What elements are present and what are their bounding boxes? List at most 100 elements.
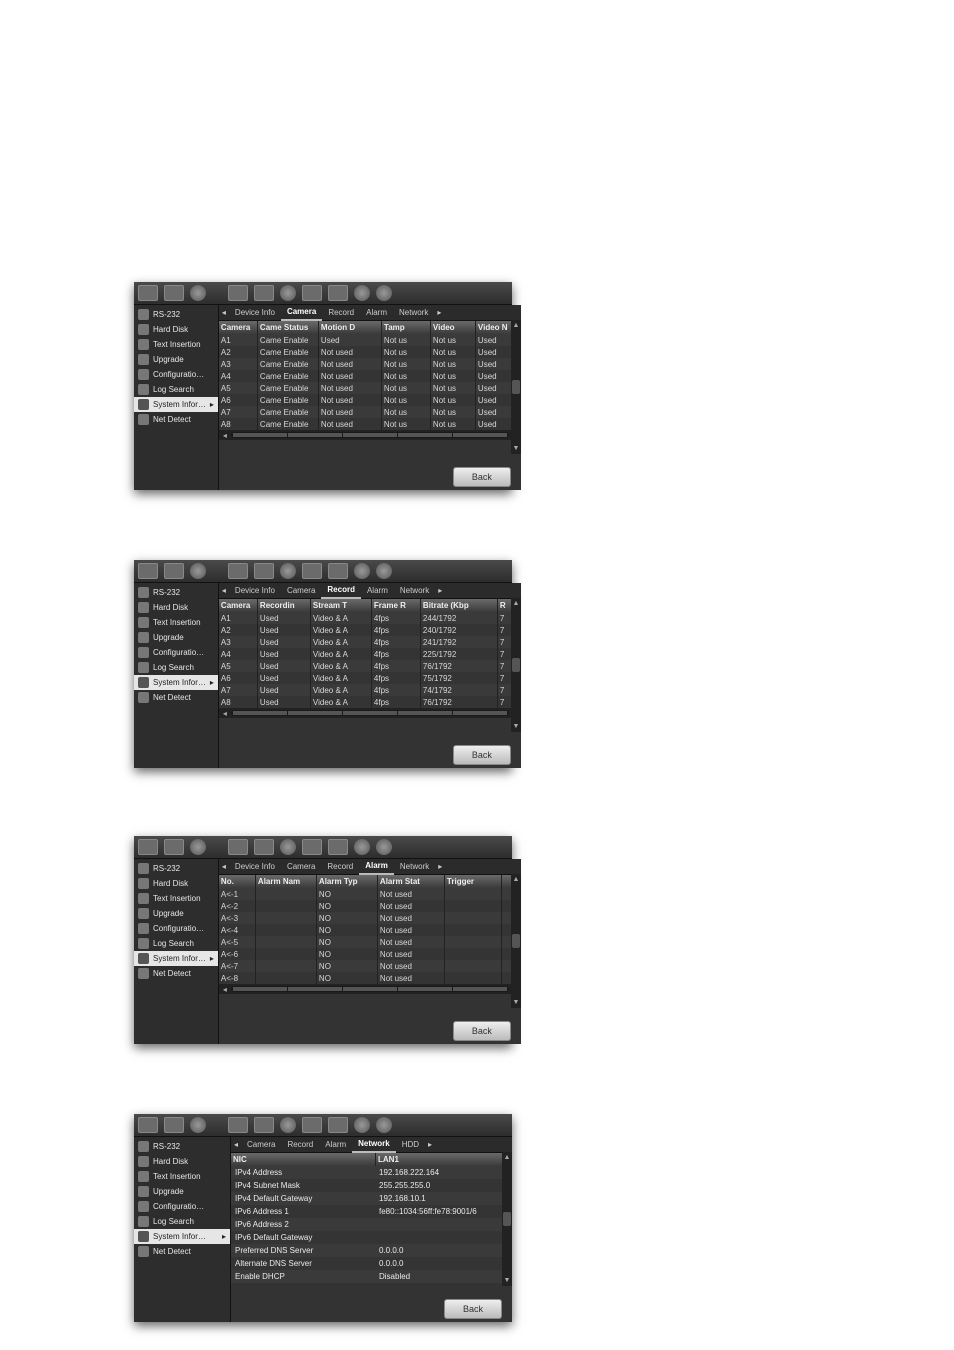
sidebar-item-hard-disk[interactable]: Hard Disk — [134, 600, 218, 615]
sidebar-item-system-infor-[interactable]: System Infor…▸ — [134, 1229, 230, 1244]
alarm-icon[interactable] — [254, 563, 274, 579]
info-icon[interactable] — [354, 285, 370, 301]
table-row[interactable]: A6UsedVideo & A4fps75/17927 — [219, 672, 521, 684]
lock-icon[interactable] — [302, 839, 322, 855]
column-header[interactable]: Stream T — [311, 599, 372, 612]
tab-camera[interactable]: Camera — [281, 859, 321, 874]
hdd-icon[interactable] — [328, 839, 348, 855]
column-header[interactable]: Motion D — [319, 321, 382, 334]
tab-network[interactable]: Network — [394, 583, 435, 598]
hdd-icon[interactable] — [328, 285, 348, 301]
sidebar-item-configuratio-[interactable]: Configuratio… — [134, 921, 218, 936]
tab-network[interactable]: Network — [394, 859, 435, 874]
table-row[interactable]: A5UsedVideo & A4fps76/17927 — [219, 660, 521, 672]
sidebar-item-text-insertion[interactable]: Text Insertion — [134, 891, 218, 906]
display-icon[interactable] — [164, 563, 184, 579]
table-row[interactable]: A8Came EnableNot usedNot usNot usUsed — [219, 418, 521, 430]
sidebar-item-upgrade[interactable]: Upgrade — [134, 1184, 230, 1199]
sidebar-item-system-infor-[interactable]: System Infor…▸ — [134, 397, 218, 412]
sidebar-item-hard-disk[interactable]: Hard Disk — [134, 322, 218, 337]
record-icon[interactable] — [280, 285, 296, 301]
tab-scroll-left[interactable]: ◂ — [231, 1140, 241, 1149]
power-icon[interactable] — [376, 563, 392, 579]
tab-record[interactable]: Record — [321, 582, 361, 599]
tab-device-info[interactable]: Device Info — [229, 305, 281, 320]
nic-value[interactable]: LAN1 — [376, 1153, 512, 1166]
hdd-icon[interactable] — [328, 563, 348, 579]
back-button[interactable]: Back — [453, 467, 511, 487]
scroll-up-icon[interactable]: ▲ — [512, 600, 519, 607]
lock-icon[interactable] — [302, 1117, 322, 1133]
sidebar-item-text-insertion[interactable]: Text Insertion — [134, 615, 218, 630]
scroll-down-icon[interactable]: ▼ — [512, 999, 519, 1006]
monitor-icon[interactable] — [138, 839, 158, 855]
sidebar-item-log-search[interactable]: Log Search — [134, 936, 218, 951]
table-row[interactable]: A1Came EnableUsedNot usNot usUsed — [219, 334, 521, 346]
sidebar-item-upgrade[interactable]: Upgrade — [134, 906, 218, 921]
scroll-thumb[interactable] — [512, 658, 520, 672]
refresh-icon[interactable] — [190, 1117, 206, 1133]
sidebar-item-rs-232[interactable]: RS-232 — [134, 307, 218, 322]
tab-alarm[interactable]: Alarm — [359, 858, 394, 875]
sidebar-item-configuratio-[interactable]: Configuratio… — [134, 1199, 230, 1214]
tab-camera[interactable]: Camera — [281, 583, 321, 598]
info-icon[interactable] — [354, 839, 370, 855]
sidebar-item-system-infor-[interactable]: System Infor…▸ — [134, 675, 218, 690]
sidebar-item-net-detect[interactable]: Net Detect — [134, 1244, 230, 1259]
sidebar-item-system-infor-[interactable]: System Infor…▸ — [134, 951, 218, 966]
back-button[interactable]: Back — [453, 1021, 511, 1041]
scroll-down-icon[interactable]: ▼ — [512, 445, 519, 452]
sidebar-item-net-detect[interactable]: Net Detect — [134, 412, 218, 427]
monitor-icon[interactable] — [138, 563, 158, 579]
grid-icon[interactable] — [228, 563, 248, 579]
column-header[interactable]: Alarm Typ — [317, 875, 378, 888]
scroll-down-icon[interactable]: ▼ — [512, 723, 519, 730]
vertical-scrollbar[interactable]: ▲▼ — [502, 1152, 512, 1286]
sidebar-item-rs-232[interactable]: RS-232 — [134, 1139, 230, 1154]
back-button[interactable]: Back — [444, 1299, 502, 1319]
refresh-icon[interactable] — [190, 285, 206, 301]
table-row[interactable]: A<-7NONot used — [219, 960, 521, 972]
column-header[interactable]: Alarm Stat — [378, 875, 445, 888]
column-header[interactable]: Came Status — [258, 321, 319, 334]
column-header[interactable]: Video — [431, 321, 476, 334]
sidebar-item-hard-disk[interactable]: Hard Disk — [134, 876, 218, 891]
table-row[interactable]: A<-5NONot used — [219, 936, 521, 948]
horizontal-scrollbar[interactable]: ◂▸ — [219, 430, 521, 440]
scroll-track[interactable] — [231, 710, 509, 716]
vertical-scrollbar[interactable]: ▲▼ — [511, 320, 521, 454]
scroll-up-icon[interactable]: ▲ — [512, 876, 519, 883]
scroll-thumb[interactable] — [503, 1212, 511, 1226]
table-row[interactable]: A<-3NONot used — [219, 912, 521, 924]
table-row[interactable]: A5Came EnableNot usedNot usNot usUsed — [219, 382, 521, 394]
tab-alarm[interactable]: Alarm — [361, 583, 394, 598]
lock-icon[interactable] — [302, 563, 322, 579]
table-row[interactable]: A3UsedVideo & A4fps241/17927 — [219, 636, 521, 648]
vertical-scrollbar[interactable]: ▲▼ — [511, 598, 521, 732]
sidebar-item-net-detect[interactable]: Net Detect — [134, 966, 218, 981]
sidebar-item-upgrade[interactable]: Upgrade — [134, 630, 218, 645]
tab-network[interactable]: Network — [393, 305, 434, 320]
table-row[interactable]: A<-1NONot used — [219, 888, 521, 900]
sidebar-item-configuratio-[interactable]: Configuratio… — [134, 645, 218, 660]
table-row[interactable]: A<-8NONot used — [219, 972, 521, 984]
sidebar-item-rs-232[interactable]: RS-232 — [134, 861, 218, 876]
info-icon[interactable] — [354, 563, 370, 579]
tab-alarm[interactable]: Alarm — [360, 305, 393, 320]
tab-network[interactable]: Network — [352, 1136, 396, 1153]
record-icon[interactable] — [280, 839, 296, 855]
scroll-down-icon[interactable]: ▼ — [504, 1277, 511, 1284]
table-row[interactable]: A6Came EnableNot usedNot usNot usUsed — [219, 394, 521, 406]
alarm-icon[interactable] — [254, 285, 274, 301]
sidebar-item-upgrade[interactable]: Upgrade — [134, 352, 218, 367]
grid-icon[interactable] — [228, 1117, 248, 1133]
tab-scroll-right[interactable]: ▸ — [435, 586, 445, 595]
column-header[interactable]: Alarm Nam — [256, 875, 317, 888]
column-header[interactable]: Camera — [219, 321, 258, 334]
tab-camera[interactable]: Camera — [241, 1137, 281, 1152]
table-row[interactable]: A1UsedVideo & A4fps244/17927 — [219, 612, 521, 624]
tab-device-info[interactable]: Device Info — [229, 583, 281, 598]
record-icon[interactable] — [280, 1117, 296, 1133]
table-row[interactable]: A<-2NONot used — [219, 900, 521, 912]
refresh-icon[interactable] — [190, 563, 206, 579]
